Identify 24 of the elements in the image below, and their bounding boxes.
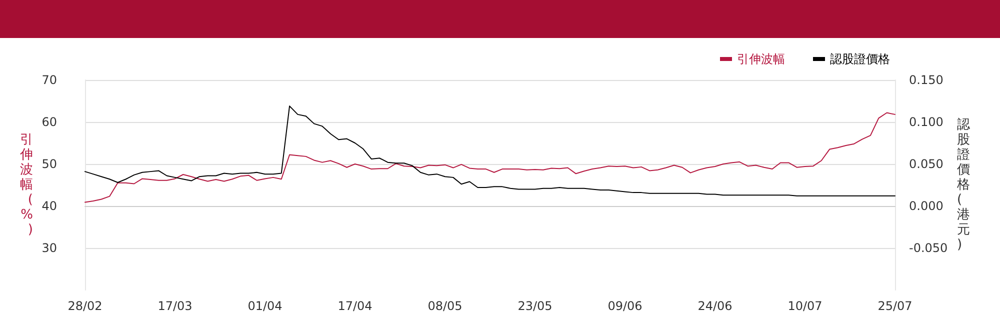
- y2-tick-label: 0.050: [909, 157, 944, 171]
- x-tick-label: 09/06: [608, 299, 642, 313]
- y-tick-label: 60: [42, 115, 57, 129]
- x-tick-label: 17/04: [338, 299, 372, 313]
- x-tick-label: 10/07: [788, 299, 822, 313]
- x-tick-label: 08/05: [428, 299, 462, 313]
- y-tick-label: 30: [42, 241, 57, 255]
- x-tick-label: 17/03: [158, 299, 192, 313]
- legend-label: 認股證價格: [830, 52, 890, 66]
- legend-label: 引伸波幅: [737, 52, 785, 66]
- text: 認股證價格(港元): [957, 118, 970, 252]
- y2-tick-label: 0.000: [909, 199, 944, 213]
- y-axis-title: 引伸波幅(%): [19, 132, 33, 238]
- x-tick-label: 24/06: [698, 299, 732, 313]
- x-tick-label: 23/05: [518, 299, 552, 313]
- y-tick-label: 50: [42, 157, 57, 171]
- y-tick-label: 70: [42, 73, 57, 87]
- x-tick-label: 25/07: [878, 299, 912, 313]
- x-tick-label: 28/02: [68, 299, 102, 313]
- x-tick-label: 01/04: [248, 299, 282, 313]
- y2-tick-label: -0.050: [909, 241, 948, 255]
- y-tick-label: 40: [42, 199, 57, 213]
- y2-tick-label: 0.100: [909, 115, 944, 129]
- y2-tick-label: 0.150: [909, 73, 944, 87]
